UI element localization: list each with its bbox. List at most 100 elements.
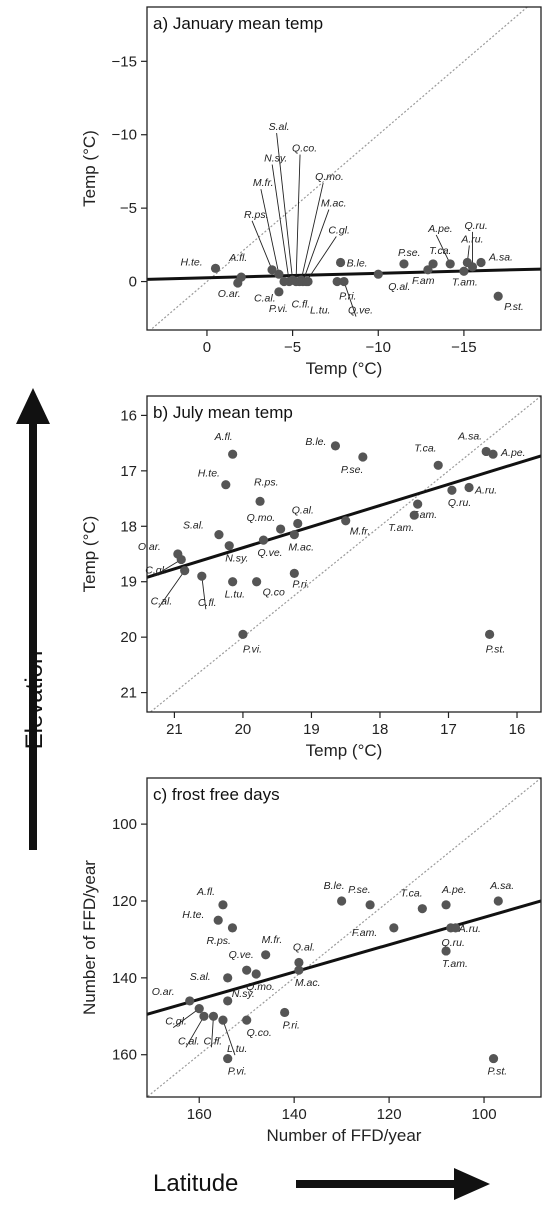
point-label: B.le. <box>324 880 345 892</box>
panel-b-july-mean-temp: 21 20 19 18 17 16 16 17 18 19 20 21 Temp (°C) Temp (°… <box>80 395 542 760</box>
y-tick-label: 140 <box>112 970 137 987</box>
point-label: A.sa. <box>488 251 513 263</box>
point-label: M.fr. <box>350 526 371 538</box>
data-point <box>459 266 469 276</box>
point-label: C.al. <box>178 1035 200 1047</box>
data-point <box>294 957 304 968</box>
point-label: A.sa. <box>457 430 482 442</box>
data-point <box>228 577 238 587</box>
data-point <box>303 276 313 287</box>
panel-a-january-mean-temp: 0 −5 −10 −15 0 −5 −10 −15 Temp (°C) Temp (°C) a) J… <box>80 6 542 378</box>
data-point <box>238 629 248 639</box>
label-leader-line <box>153 559 182 577</box>
data-point <box>224 541 234 551</box>
point-label: C.fl. <box>198 597 217 609</box>
elevation-label: Elevation <box>21 651 48 750</box>
y-axis-label: Temp (°C) <box>80 516 99 593</box>
point-label: Q.mo. <box>247 512 276 524</box>
x-tick-label: 100 <box>472 1106 497 1123</box>
panel-title: a) January mean temp <box>153 14 323 33</box>
point-label: A.ru. <box>460 233 483 245</box>
point-label: C.fl. <box>203 1035 222 1047</box>
point-label: S.al. <box>183 520 204 532</box>
y-tick-label: 160 <box>112 1047 137 1064</box>
point-label: Q.ru. <box>448 497 471 509</box>
point-label: L.tu. <box>227 1043 247 1055</box>
point-label: Q.co <box>263 587 285 599</box>
y-tick-label: −5 <box>120 200 137 217</box>
data-point <box>176 554 186 565</box>
data-point <box>197 571 207 581</box>
latitude-label: Latitude <box>153 1170 238 1197</box>
point-label: T.ca. <box>429 245 451 257</box>
point-label: H.te. <box>198 468 220 480</box>
label-leader-line <box>158 570 186 608</box>
y-tick-label: 19 <box>120 574 137 591</box>
x-tick-label: 160 <box>187 1106 212 1123</box>
data-point <box>274 269 284 279</box>
label-leader-line <box>222 1019 236 1056</box>
label-leader-line <box>201 576 207 610</box>
x-tick-label: −15 <box>451 339 476 356</box>
point-label: N.sy. <box>225 553 248 565</box>
data-point <box>194 1004 204 1014</box>
point-label: P.ri. <box>292 578 309 590</box>
point-label: C.gl. <box>165 1016 187 1028</box>
y-tick-label: 18 <box>120 518 137 535</box>
point-label: T.ca. <box>414 442 436 454</box>
latitude-arrowhead <box>454 1168 490 1200</box>
data-point <box>276 524 286 534</box>
label-leader-line <box>172 1008 200 1028</box>
data-point <box>337 896 347 906</box>
label-leader-line <box>343 281 357 317</box>
data-point <box>373 269 383 279</box>
x-tick-label: −10 <box>366 339 391 356</box>
point-label: C.gl. <box>328 225 350 237</box>
y-axis-label: Temp (°C) <box>80 130 99 207</box>
point-label: F.am. <box>412 509 437 521</box>
x-tick-label: 16 <box>509 721 526 738</box>
point-label: B.le. <box>305 436 326 448</box>
x-tick-label: −5 <box>284 339 301 356</box>
label-leader-line <box>435 234 451 265</box>
data-point <box>358 452 368 462</box>
point-label: O.ar. <box>152 986 175 998</box>
point-label: R.ps. <box>244 209 269 221</box>
one-to-one-line <box>150 396 541 712</box>
y-tick-label: 16 <box>120 407 137 424</box>
point-label: Q.ve. <box>229 949 254 961</box>
data-point <box>213 915 223 925</box>
plot-frame <box>146 395 542 713</box>
data-point <box>223 1053 233 1064</box>
data-point <box>199 1011 209 1021</box>
point-label: L.tu. <box>225 589 245 601</box>
data-point <box>227 923 238 933</box>
point-label: A.fl. <box>196 886 215 898</box>
point-label: Q.ru. <box>464 220 487 232</box>
data-point <box>233 278 243 288</box>
data-point <box>441 900 451 910</box>
panel-title: c) frost free days <box>153 785 280 804</box>
point-label: P.vi. <box>269 303 288 315</box>
y-tick-label: −10 <box>112 127 137 144</box>
point-label: A.fl. <box>228 252 247 264</box>
point-label: B.le. <box>347 257 368 269</box>
point-label: A.ru. <box>458 923 481 935</box>
point-label: Q.co. <box>247 1027 272 1039</box>
point-label: C.al. <box>151 596 173 608</box>
point-label: T.am. <box>388 522 414 534</box>
point-label: O.ar. <box>218 288 241 300</box>
point-label: L.tu. <box>310 305 330 317</box>
data-point <box>409 510 419 520</box>
label-leader-line <box>251 220 273 270</box>
label-leader-line <box>260 189 280 275</box>
x-tick-label: 0 <box>203 339 211 356</box>
data-point <box>274 287 284 297</box>
data-point <box>289 529 299 540</box>
label-leader-line <box>276 133 294 281</box>
point-label: M.ac. <box>295 977 321 989</box>
point-label: Q.mo. <box>315 171 344 183</box>
data-point <box>218 900 228 910</box>
point-label: P.ri. <box>283 1019 300 1031</box>
point-label: P.vi. <box>243 643 262 655</box>
